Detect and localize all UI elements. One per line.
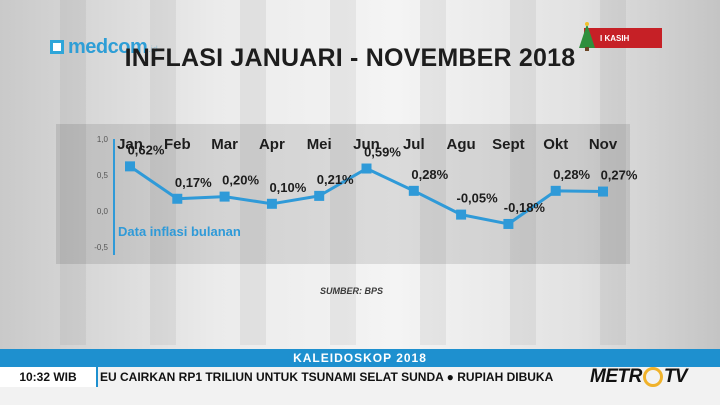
x-category-label: Agu	[447, 136, 476, 153]
chart-panel	[56, 124, 630, 264]
logo-text: medcom	[68, 35, 148, 58]
data-label: 0,28%	[553, 167, 590, 182]
y-tick-label: 1,0	[97, 135, 109, 144]
x-category-label: Feb	[164, 136, 191, 153]
legend-label: Data inflasi bulanan	[118, 224, 241, 239]
data-point-marker	[361, 163, 372, 174]
data-point-marker	[266, 198, 277, 209]
metrotv-logo: METR TV	[590, 362, 720, 392]
medcom-logo-icon	[50, 40, 64, 54]
background-stripe	[600, 0, 626, 345]
background-stripe	[240, 0, 266, 345]
x-category-label: Jul	[403, 136, 425, 153]
data-label: -0,18%	[504, 200, 546, 215]
x-category-label: Mar	[211, 136, 238, 153]
medcom-logo: medcom .id	[50, 36, 158, 58]
background-stripe	[330, 0, 356, 345]
x-category-label: Nov	[589, 136, 618, 153]
data-label: 0,21%	[317, 172, 354, 187]
channel-name-left: METR	[590, 366, 642, 387]
segment-banner: KALEIDOSKOP 2018	[0, 349, 720, 367]
background-stripe	[510, 0, 536, 345]
data-label: 0,10%	[269, 180, 306, 195]
x-category-label: Sept	[492, 136, 525, 153]
channel-ring-icon	[642, 367, 663, 387]
chart-title: INFLASI JANUARI - NOVEMBER 2018	[124, 44, 576, 72]
background-stripe	[150, 0, 176, 345]
data-label: 0,27%	[601, 168, 638, 183]
christmas-tree-icon	[579, 22, 595, 51]
news-ticker-bar	[0, 367, 720, 405]
y-tick-label: -0,5	[94, 243, 108, 252]
data-point-marker	[219, 191, 230, 202]
data-point-marker	[172, 193, 183, 204]
source-note: SUMBER: BPS	[320, 286, 384, 296]
y-tick-label: 0,5	[97, 171, 109, 180]
data-point-marker	[598, 186, 608, 197]
broadcast-time: 10:32 WIB	[0, 367, 98, 387]
x-category-label: Jun	[353, 136, 380, 153]
data-point-marker	[503, 218, 514, 229]
channel-name-right: TV	[663, 366, 688, 387]
data-point-marker	[456, 209, 467, 220]
y-tick-label: 0,0	[97, 207, 109, 216]
background-stripe	[60, 0, 86, 345]
x-category-label: Okt	[543, 136, 568, 153]
data-point-marker	[314, 190, 325, 201]
data-label: 0,20%	[222, 173, 259, 188]
x-category-label: Jan	[117, 136, 143, 153]
background-stripe	[420, 0, 446, 345]
logo-suffix: .id	[148, 44, 158, 54]
data-label: 0,17%	[175, 175, 212, 190]
data-point-marker	[408, 185, 419, 196]
x-category-label: Apr	[259, 136, 285, 153]
data-point-marker	[550, 185, 561, 196]
data-label: 0,62%	[128, 142, 165, 157]
data-point-marker	[125, 161, 135, 172]
data-label: -0,05%	[456, 191, 498, 206]
promo-badge: I KASIH	[584, 28, 662, 48]
ticker-headline: EU CAIRKAN RP1 TRILIUN UNTUK TSUNAMI SEL…	[100, 370, 554, 384]
data-label: 0,28%	[411, 167, 448, 182]
x-category-label: Mei	[307, 136, 332, 153]
data-label: 0,59%	[364, 145, 401, 160]
